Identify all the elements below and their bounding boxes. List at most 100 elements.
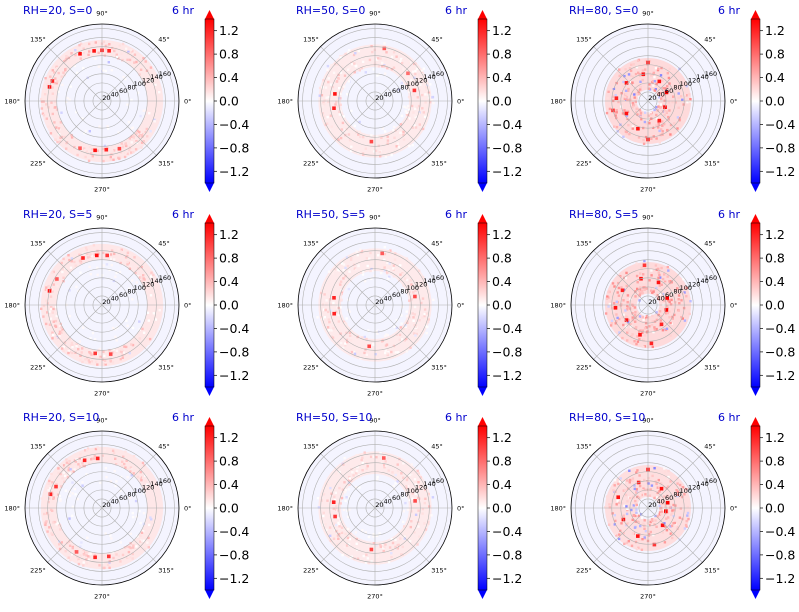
chart-4-cell xyxy=(58,330,62,333)
chart-6-cell xyxy=(655,311,658,314)
chart-5-cell xyxy=(408,325,411,329)
chart-8-cell xyxy=(410,520,413,523)
chart-1-cell xyxy=(121,146,125,149)
chart-7-cell xyxy=(146,483,149,486)
chart-7-cell xyxy=(121,553,125,557)
chart-2-cell xyxy=(411,144,414,147)
chart-9-cell xyxy=(624,493,628,497)
chart-8-cell xyxy=(414,513,418,516)
chart-8-cell xyxy=(350,555,353,558)
chart-8-cell xyxy=(349,532,352,535)
chart-5-cell xyxy=(405,342,409,346)
chart-7-cell xyxy=(85,551,88,554)
chart-5-cell xyxy=(374,353,377,356)
chart-3-colorbar-extend-min xyxy=(751,183,760,192)
chart-7-cell xyxy=(74,460,77,463)
chart-5-r-tick-label: 120 xyxy=(415,281,427,289)
chart-8-cell xyxy=(411,497,414,500)
chart-8-cell xyxy=(405,485,408,488)
chart-9-cell xyxy=(630,508,633,512)
chart-2-r-tick-label: 20 xyxy=(375,94,383,102)
chart-2-cell xyxy=(353,124,356,128)
chart-5-theta-gridline-315 xyxy=(374,304,430,360)
chart-8-cell xyxy=(390,537,393,541)
chart-2-cell xyxy=(400,114,404,118)
chart-4-cell xyxy=(86,252,89,256)
chart-3-cell xyxy=(639,113,642,117)
chart-8-cell xyxy=(325,483,328,486)
chart-2-cell xyxy=(383,72,387,75)
chart-3-hotspot-1 xyxy=(664,90,669,95)
chart-3-cell xyxy=(627,89,630,92)
chart-9-cell xyxy=(671,509,674,512)
chart-5-theta-tick-label: 225° xyxy=(303,364,319,372)
chart-2-cell xyxy=(383,65,386,68)
chart-8-cell xyxy=(402,510,406,513)
chart-4-cell xyxy=(60,331,63,334)
chart-1-cell xyxy=(49,75,52,78)
chart-3-cell xyxy=(624,130,628,133)
chart-9-cell xyxy=(676,526,680,529)
chart-8-colorbar-extend-max xyxy=(478,417,487,426)
chart-7-hotspot-1 xyxy=(82,458,87,463)
chart-8-cell xyxy=(361,456,364,459)
chart-3-cell xyxy=(637,84,641,87)
chart-8-theta-gridline-45 xyxy=(374,453,430,509)
chart-7-cell xyxy=(79,452,82,456)
chart-3-cell xyxy=(626,118,629,121)
chart-3-cell xyxy=(630,92,633,95)
chart-4-cell xyxy=(126,251,130,254)
chart-3-r-tick-label: 60 xyxy=(665,87,673,95)
chart-2-cell xyxy=(376,74,379,77)
chart-4-cell xyxy=(97,252,100,255)
chart-6-cell xyxy=(627,274,630,277)
chart-5-cell xyxy=(329,309,333,312)
chart-1-cell xyxy=(139,131,143,134)
chart-9-cell xyxy=(643,519,646,522)
chart-4-cell xyxy=(114,350,117,354)
chart-8-cell xyxy=(382,460,385,464)
chart-7-cell xyxy=(81,484,84,487)
chart-8-hotspot-1 xyxy=(331,500,336,504)
chart-1-cell xyxy=(53,81,56,85)
chart-6-cell xyxy=(662,299,666,302)
chart-7-r-tick-label: 60 xyxy=(119,494,127,502)
chart-7-cell xyxy=(74,493,77,496)
chart-9-cell xyxy=(655,482,658,486)
chart-8-cell xyxy=(372,533,375,536)
chart-2-cell xyxy=(339,136,343,140)
chart-8-cell xyxy=(394,545,397,549)
chart-3-r-tick-label: 40 xyxy=(657,91,665,99)
chart-4-cell xyxy=(89,255,92,258)
chart-7-colorbar-extend-max xyxy=(205,417,214,426)
chart-4-cell xyxy=(138,320,141,323)
chart-7-cell xyxy=(88,554,91,557)
chart-3-cell xyxy=(614,114,617,117)
chart-3-cell xyxy=(633,83,636,86)
chart-6-cell xyxy=(651,345,654,349)
chart-6-cell xyxy=(640,266,643,270)
chart-9-cell xyxy=(640,516,644,520)
chart-1-colorbar-tick-label: −0.4 xyxy=(219,117,249,132)
chart-2-cell xyxy=(414,72,417,76)
chart-4-cell xyxy=(131,298,134,301)
chart-7-cell xyxy=(103,566,106,570)
chart-3-cell xyxy=(618,74,621,78)
chart-8-cell xyxy=(405,478,409,482)
chart-9-hotspot-10 xyxy=(652,542,657,547)
chart-3-colorbar-tick-label: 1.2 xyxy=(765,23,785,38)
chart-5-cell xyxy=(359,271,363,274)
chart-7-r-tick-label: 140 xyxy=(150,480,162,488)
chart-9-cell xyxy=(675,476,679,480)
chart-7-cell xyxy=(48,497,51,500)
chart-4-cell xyxy=(68,258,71,262)
chart-7-cell xyxy=(58,547,62,551)
chart-7-cell xyxy=(98,564,101,567)
chart-5-cell xyxy=(365,337,368,341)
chart-7-hotspot-6 xyxy=(107,554,111,559)
chart-6-cell xyxy=(633,306,637,309)
chart-9-cell xyxy=(667,469,670,473)
chart-1-cell xyxy=(88,50,91,53)
chart-3-cell xyxy=(650,125,653,129)
chart-6-cell xyxy=(657,267,660,271)
